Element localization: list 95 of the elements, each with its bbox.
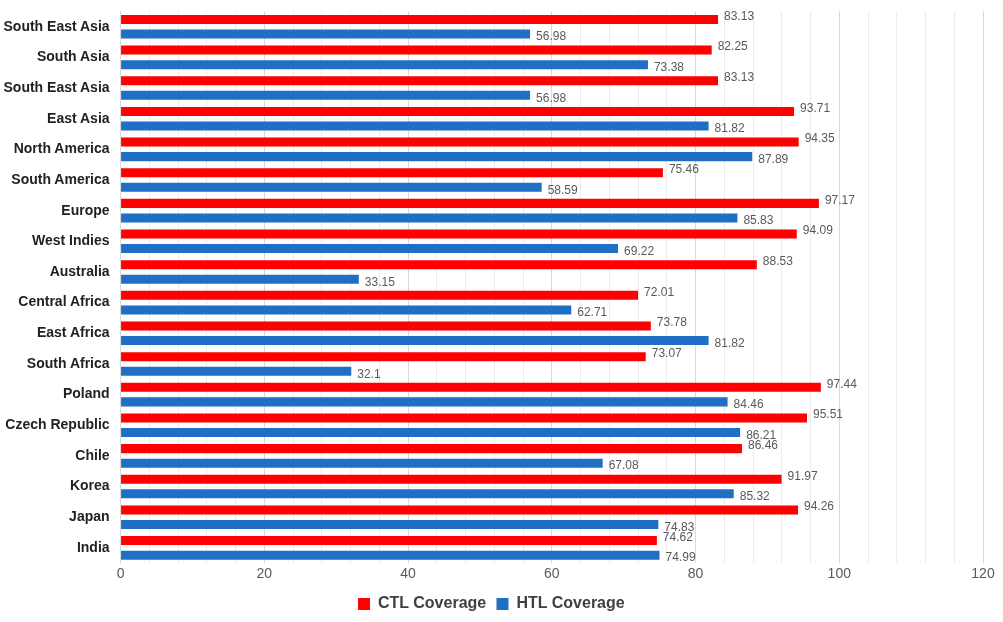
bar <box>121 489 734 499</box>
y-tick-label: Japan <box>69 508 110 525</box>
data-label: 97.17 <box>824 192 856 207</box>
data-label: 95.51 <box>812 407 844 422</box>
bar <box>121 352 646 362</box>
bar <box>121 29 531 39</box>
y-tick-label: South East Asia <box>3 17 110 34</box>
data-label: 72.01 <box>644 284 675 299</box>
bar <box>121 550 660 560</box>
data-label: 81.82 <box>714 335 745 350</box>
bar <box>121 60 648 70</box>
bar <box>121 458 603 468</box>
data-label: 94.35 <box>804 131 836 146</box>
data-label: 83.13 <box>724 70 755 85</box>
bar <box>121 198 819 208</box>
bar <box>121 290 639 300</box>
bar <box>121 182 542 192</box>
x-tick-label: 60 <box>544 565 560 582</box>
y-tick-label: East Africa <box>36 324 110 341</box>
data-label: 81.82 <box>714 121 745 136</box>
y-tick-label: India <box>76 538 110 555</box>
y-tick-label: Europe <box>61 201 110 218</box>
x-tick-label: 100 <box>827 565 852 582</box>
data-label: 97.44 <box>826 376 858 391</box>
data-label: 62.71 <box>577 305 608 320</box>
data-label: 85.32 <box>739 489 771 504</box>
bar <box>121 213 738 223</box>
bar <box>121 152 753 162</box>
bar <box>121 413 807 423</box>
data-label: 83.13 <box>724 8 755 23</box>
data-label: 33.15 <box>364 274 396 289</box>
y-tick-label: South East Asia <box>3 78 110 95</box>
data-label: 74.99 <box>665 550 696 565</box>
bar <box>121 397 728 407</box>
x-tick-label: 40 <box>400 565 417 582</box>
x-tick-label: 120 <box>971 565 995 582</box>
bar <box>121 260 757 270</box>
y-tick-label: Poland <box>62 385 110 402</box>
data-label: 69.22 <box>624 243 655 258</box>
data-label: 58.59 <box>547 182 579 197</box>
y-tick-label: Central Africa <box>18 293 110 310</box>
data-label: 94.26 <box>804 499 835 514</box>
y-tick-label: North America <box>13 140 110 157</box>
bar <box>121 229 797 239</box>
bar <box>121 106 795 116</box>
bar <box>121 76 719 86</box>
bar <box>121 519 659 530</box>
bar <box>121 244 619 254</box>
bar <box>121 14 719 24</box>
y-tick-label: East Asia <box>47 109 110 126</box>
bar <box>121 428 741 438</box>
bar <box>121 382 821 392</box>
data-label: 88.53 <box>762 254 794 268</box>
bar <box>121 168 663 178</box>
y-tick-label: Chile <box>75 446 110 463</box>
data-label: 67.08 <box>608 458 640 473</box>
bar <box>121 45 712 55</box>
bar <box>121 444 742 454</box>
legend-label: HTL Coverage <box>516 594 625 612</box>
bar <box>121 305 572 315</box>
bar <box>121 505 799 515</box>
data-label: 73.78 <box>656 315 688 330</box>
y-tick-label: Australia <box>49 262 110 279</box>
data-label: 93.71 <box>800 100 831 115</box>
bar <box>121 336 709 346</box>
data-label: 73.38 <box>653 59 685 74</box>
bar <box>121 90 531 100</box>
bar <box>121 536 657 546</box>
y-tick-label: South Africa <box>26 354 110 371</box>
data-label: 32.1 <box>357 366 381 381</box>
data-label: 56.98 <box>536 90 567 105</box>
data-label: 73.07 <box>651 345 683 360</box>
x-tick-label: 20 <box>256 565 273 582</box>
data-label: 91.97 <box>787 468 818 483</box>
data-label: 82.25 <box>717 39 749 54</box>
y-tick-label: Czech Republic <box>5 416 110 433</box>
bar <box>121 137 799 147</box>
y-tick-label: South America <box>11 170 110 187</box>
bar <box>121 366 352 376</box>
legend-label: CTL Coverage <box>378 594 487 612</box>
x-tick-label: 0 <box>116 565 125 582</box>
y-tick-label: Korea <box>69 477 110 494</box>
data-label: 75.46 <box>668 162 700 177</box>
bar <box>121 274 359 284</box>
x-tick-label: 80 <box>687 565 704 582</box>
bar <box>121 121 709 131</box>
bar <box>121 474 782 484</box>
data-label: 56.98 <box>536 29 567 44</box>
y-tick-label: West Indies <box>32 232 110 249</box>
data-label: 87.89 <box>758 151 789 166</box>
y-tick-label: South Asia <box>36 48 110 65</box>
data-label: 84.46 <box>733 397 764 412</box>
bar <box>121 321 651 331</box>
data-label: 94.09 <box>802 223 834 238</box>
data-label: 85.83 <box>743 213 774 228</box>
